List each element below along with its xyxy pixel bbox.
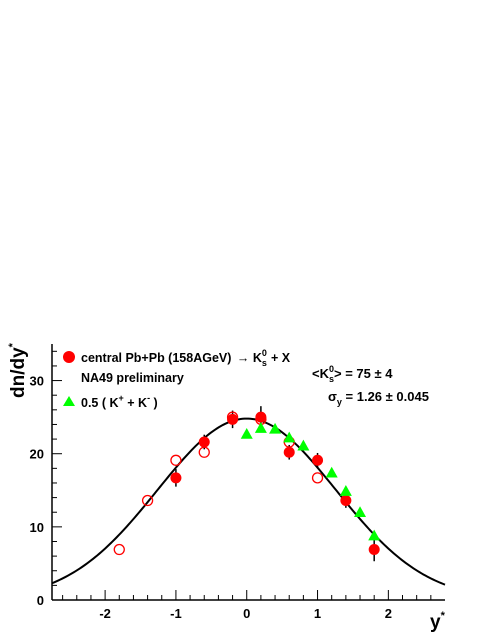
x-tick-label: 2 xyxy=(385,606,392,621)
data-points xyxy=(113,406,381,562)
sigma-suffix: = 1.26 ± 0.045 xyxy=(342,389,429,404)
kshort-point xyxy=(255,411,267,423)
legend-entry-kshort-sub: s xyxy=(262,358,267,368)
reflected-point xyxy=(141,494,154,507)
charged-kaon-point xyxy=(269,422,282,434)
kshort-point xyxy=(170,472,182,484)
legend-entry-charged-sup1: + xyxy=(119,393,124,403)
y-tick-label: 0 xyxy=(37,593,44,608)
legend: central Pb+Pb (158AGeV) → K0 s + X NA49 pr… xyxy=(63,348,291,410)
x-tick-label: -1 xyxy=(170,606,182,621)
charged-kaon-point xyxy=(325,466,338,478)
y-tick-label: 10 xyxy=(30,520,44,535)
legend-marker-charged-kaons xyxy=(63,396,75,406)
sigma-prefix: σ xyxy=(328,389,337,404)
x-tick-label: 0 xyxy=(243,606,250,621)
y-axis-title-main: dn/dy xyxy=(8,347,29,398)
kshort-point xyxy=(198,436,210,448)
y-tick-label: 30 xyxy=(30,374,44,389)
fit-annotations: <K0 s> = 75 ± 4 σy = 1.26 ± 0.045 xyxy=(312,364,429,407)
charged-kaon-point xyxy=(240,427,253,439)
kshort-point xyxy=(312,454,324,466)
legend-entry-charged-kaons: 0.5 ( K+ + K- ) xyxy=(81,393,158,410)
gaussian-fit-curve xyxy=(51,417,446,586)
legend-arrow: → xyxy=(237,351,250,365)
legend-entry-charged-pre: 0.5 ( K xyxy=(81,396,119,410)
mean-multiplicity-label: <K0 s> = 75 ± 4 xyxy=(312,364,393,384)
legend-entry-kshort: central Pb+Pb (158AGeV) → K0 s + X xyxy=(81,348,291,368)
ticks xyxy=(52,350,432,601)
legend-entry-preliminary: NA49 preliminary xyxy=(81,371,184,385)
mean-multiplicity-prefix: <K xyxy=(312,366,330,381)
y-tick-label: 20 xyxy=(30,447,44,462)
mean-multiplicity-suffix: > = 75 ± 4 xyxy=(334,366,393,381)
x-axis-title: y* xyxy=(430,610,446,633)
reflected-point xyxy=(198,446,210,458)
legend-entry-kshort-sup: 0 xyxy=(262,348,267,358)
axes xyxy=(51,344,445,601)
sigma-sub: y xyxy=(337,397,342,407)
y-axis-title-sup: * xyxy=(7,342,19,347)
legend-entry-kshort-text: central Pb+Pb (158AGeV) xyxy=(81,351,231,365)
reflected-point xyxy=(170,454,182,466)
x-axis-title-sup: * xyxy=(441,610,446,622)
mean-multiplicity-sub: s xyxy=(329,374,334,384)
kshort-point xyxy=(340,495,352,507)
legend-marker-kshort xyxy=(63,351,75,363)
kshort-point xyxy=(368,544,380,556)
mean-multiplicity-sup: 0 xyxy=(329,364,334,374)
reflected-point xyxy=(226,411,239,423)
charged-kaon-point xyxy=(354,506,367,518)
x-tick-label: 1 xyxy=(314,606,321,621)
charged-kaon-point xyxy=(339,485,352,496)
x-axis-title-main: y xyxy=(430,612,441,633)
x-tick-label: -2 xyxy=(99,606,111,621)
legend-entry-charged-end: ) xyxy=(150,396,158,410)
legend-entry-kshort-reaction: K xyxy=(253,351,262,365)
charged-kaon-point xyxy=(297,439,310,451)
charged-kaon-point xyxy=(283,431,296,443)
reflected-point xyxy=(113,543,125,556)
kshort-point xyxy=(283,446,295,458)
legend-entry-charged-sup2: - xyxy=(147,393,150,403)
charged-kaon-point xyxy=(254,422,267,433)
charged-kaon-point xyxy=(368,529,381,541)
legend-entry-kshort-end: + X xyxy=(271,351,291,365)
kshort-point xyxy=(227,413,239,425)
sigma-label: σy = 1.26 ± 0.045 xyxy=(328,389,429,407)
y-axis-title: dn/dy* xyxy=(7,342,29,398)
reflected-point xyxy=(311,472,324,484)
legend-entry-charged-mid: + K xyxy=(124,396,147,410)
